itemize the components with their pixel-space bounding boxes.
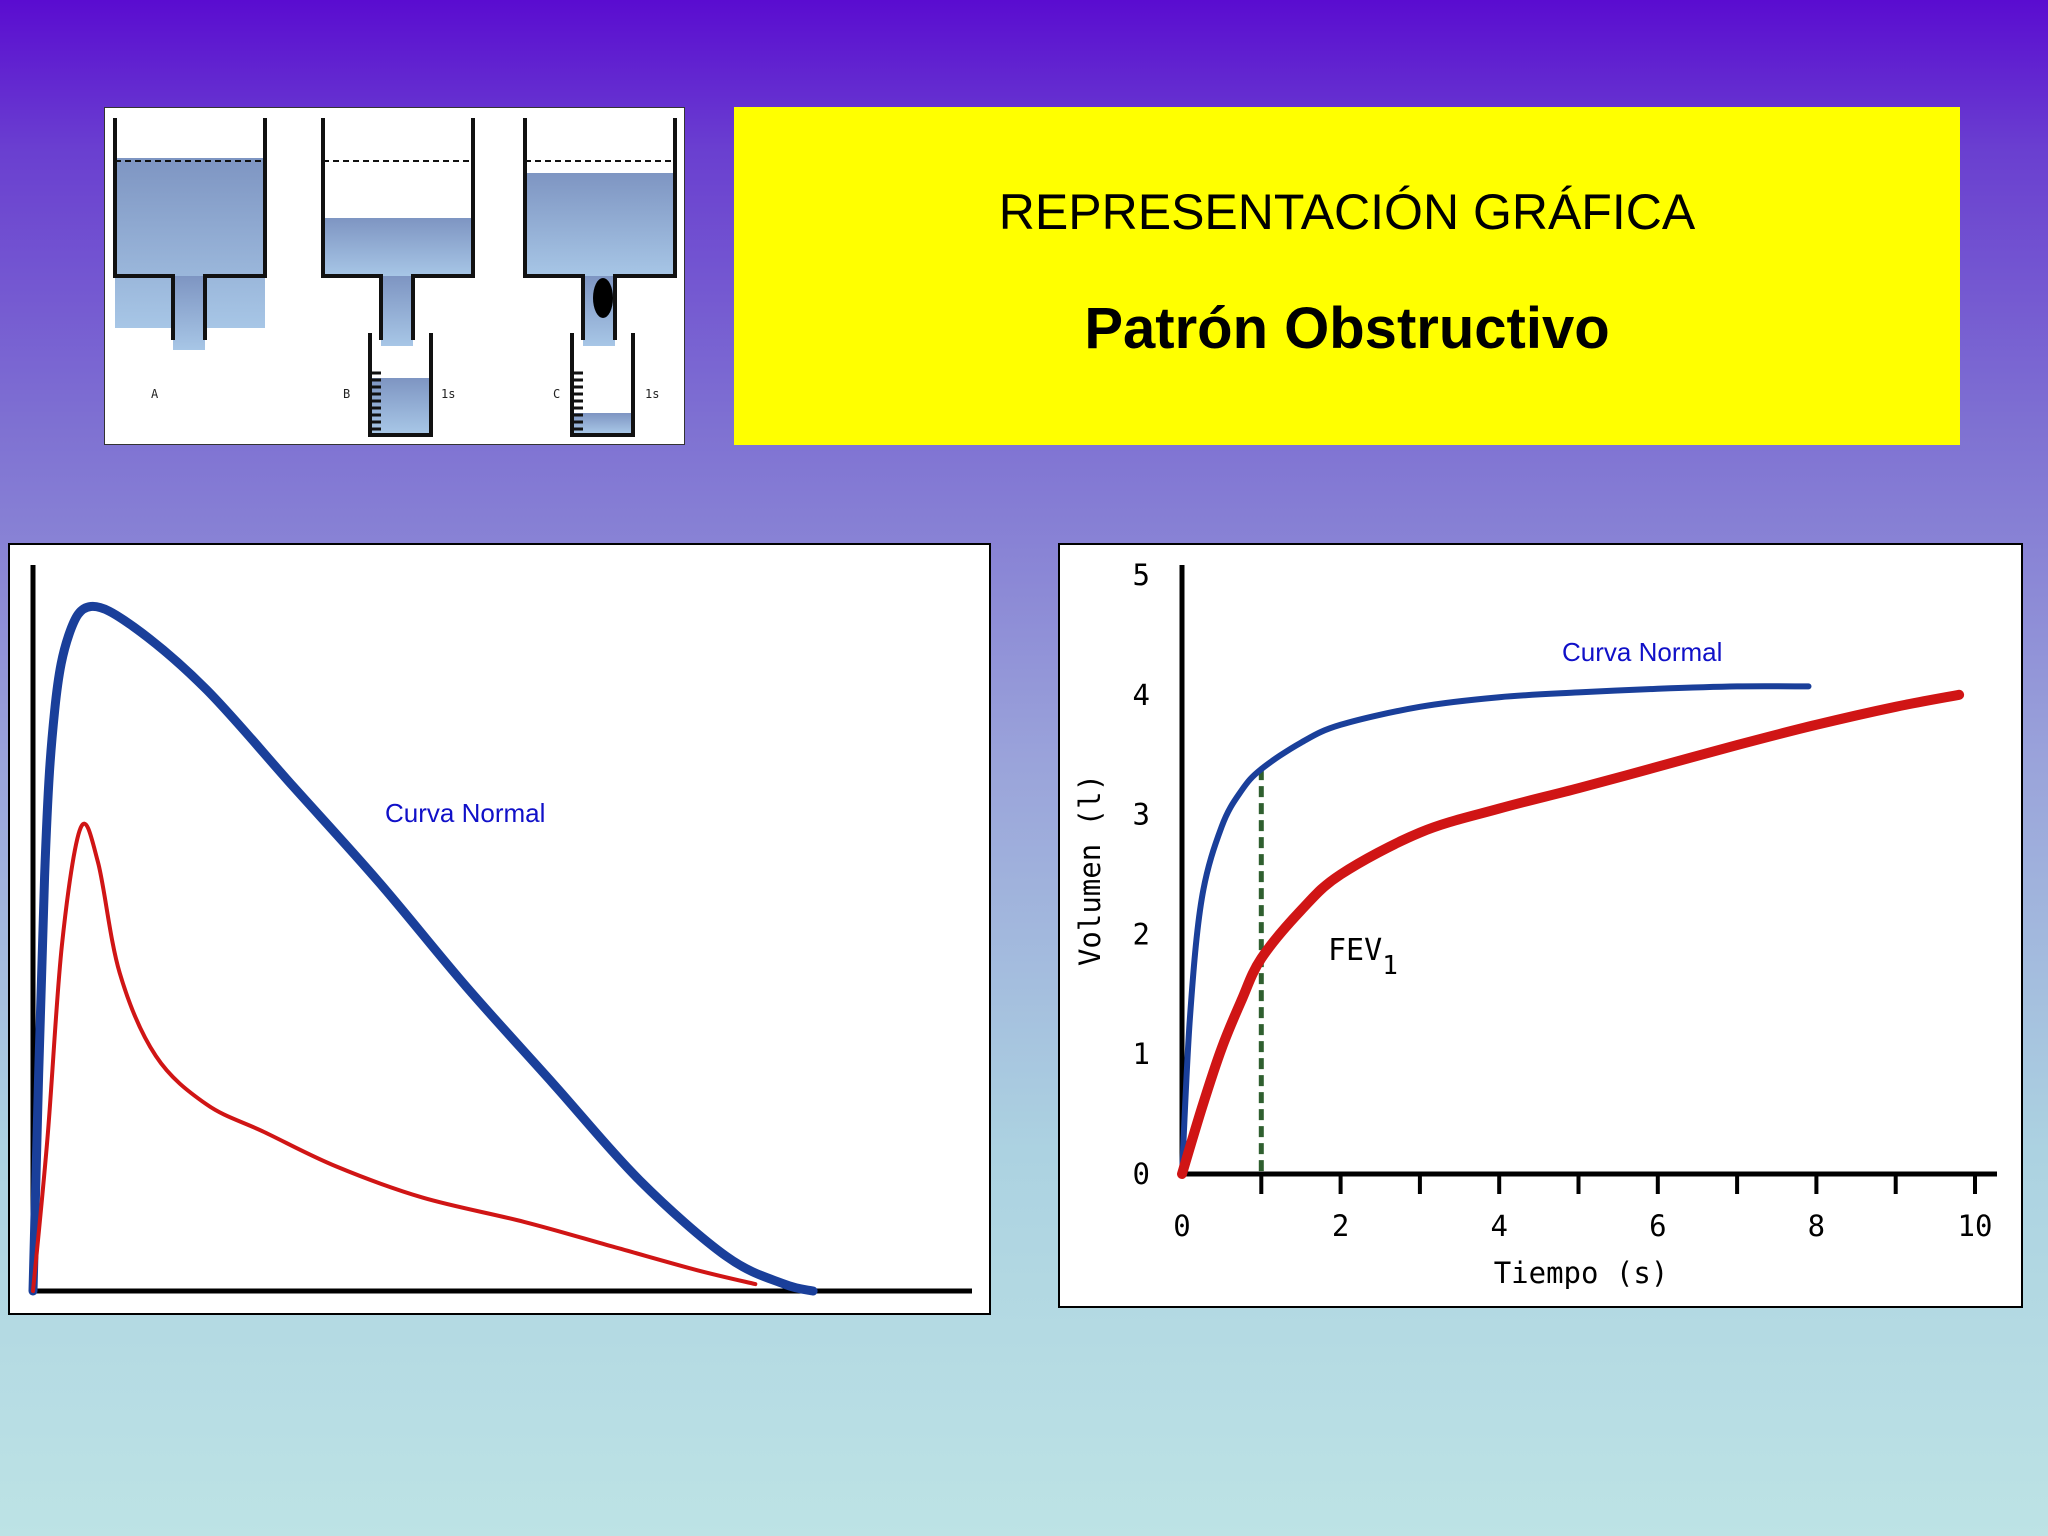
tank-time-c: 1s (645, 387, 659, 401)
fev1-label: FEV1 (1328, 933, 1398, 981)
tank-label-b: B (343, 387, 350, 401)
vol-y-tick-label: 1 (1133, 1037, 1150, 1071)
volume-time-chart: Volumen (l) Tiempo (s) Curva Normal FEV1… (1058, 543, 2023, 1308)
tank-label-c: C (553, 387, 560, 401)
tank-time-b: 1s (441, 387, 455, 401)
flow-volume-svg: Curva Normal (28, 565, 972, 1296)
vol-y-tick-label: 3 (1133, 798, 1150, 832)
vol-x-tick-label: 10 (1958, 1209, 1993, 1243)
vol-x-tick-label: 8 (1808, 1209, 1825, 1243)
vol-normal-label: Curva Normal (1562, 637, 1722, 667)
vol-x-tick-label: 0 (1173, 1209, 1190, 1243)
flow-normal-curve (28, 601, 818, 1296)
page-title: REPRESENTACIÓN GRÁFICA (998, 183, 1696, 240)
page-subtitle: Patrón Obstructivo (1084, 295, 1610, 361)
vol-obstructive-curve (1177, 689, 1965, 1179)
tank-b (321, 118, 475, 437)
flow-obstructive-curve (31, 821, 758, 1293)
vol-x-tick-label: 6 (1649, 1209, 1666, 1243)
fev-text: FEV (1328, 933, 1382, 968)
tank-label-a: A (151, 387, 159, 401)
vol-y-tick-label: 0 (1133, 1157, 1150, 1191)
volume-time-svg: Volumen (l) Tiempo (s) Curva Normal FEV1… (1073, 558, 1997, 1290)
vol-x-tick-label: 4 (1490, 1209, 1507, 1243)
fev-subscript: 1 (1382, 951, 1398, 981)
vol-y-tick-label: 2 (1133, 917, 1150, 951)
flow-volume-chart: Curva Normal (8, 543, 991, 1315)
tank-c (523, 118, 677, 437)
vol-x-tick-label: 2 (1332, 1209, 1349, 1243)
tanks-illustration: A B 1s C 1s (104, 107, 685, 445)
vol-y-tick-label: 4 (1133, 678, 1150, 712)
vol-y-tick-label: 5 (1133, 558, 1150, 592)
vol-normal-curve (1179, 683, 1812, 1177)
obstruction-blob (593, 278, 613, 318)
flow-normal-label: Curva Normal (385, 798, 545, 828)
vol-x-axis-label: Tiempo (s) (1494, 1256, 1669, 1290)
tank-a (113, 118, 267, 350)
title-box: REPRESENTACIÓN GRÁFICA Patrón Obstructiv… (734, 107, 1960, 445)
tanks-svg: A B 1s C 1s (113, 118, 677, 437)
vol-y-axis-label: Volumen (l) (1073, 774, 1107, 966)
